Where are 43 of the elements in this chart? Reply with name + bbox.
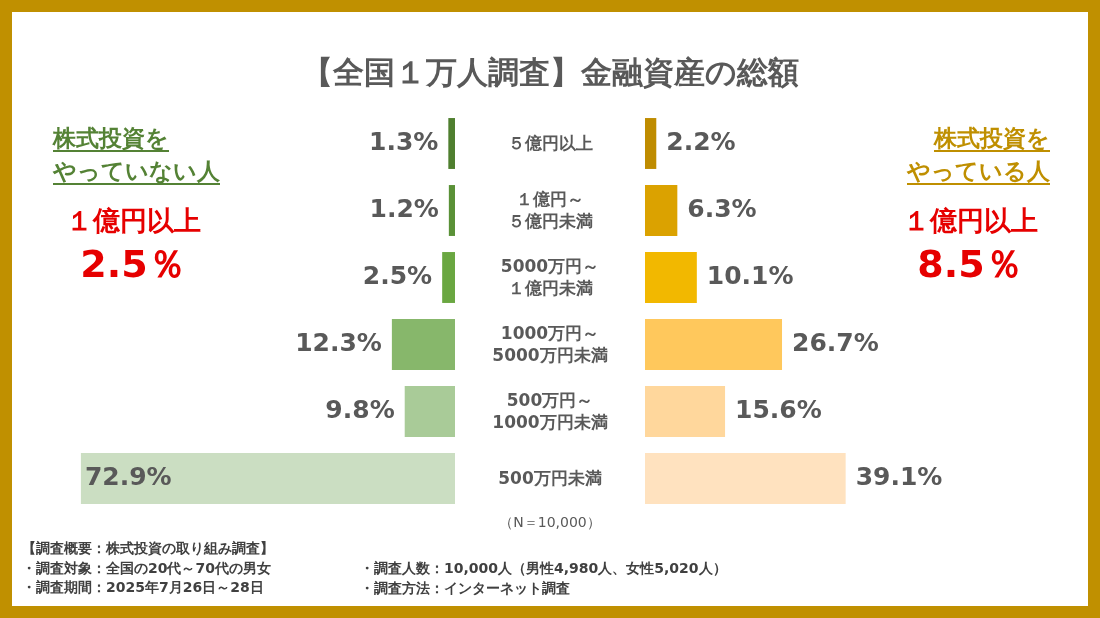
- data-label: 26.7%: [792, 328, 879, 357]
- text: （N＝10,000）: [498, 514, 602, 532]
- text: ・調査対象：全国の20代～70代の男女: [22, 558, 272, 578]
- bar: [448, 185, 455, 236]
- text: １億円以上: [901, 204, 1039, 238]
- bar: [645, 453, 846, 504]
- data-label: 1.2%: [369, 194, 439, 223]
- data-label: 12.3%: [295, 328, 382, 357]
- text: 【全国１万人調査】金融資産の総額: [300, 53, 800, 92]
- text: ・調査方法：インターネット調査: [360, 578, 571, 598]
- y-tick-label: 500万円～1000万円未満: [492, 390, 608, 433]
- data-label: 10.1%: [706, 261, 794, 290]
- bar: [645, 252, 697, 303]
- text: ・調査期間：2025年7月26日～28日: [22, 578, 265, 598]
- bar: [448, 118, 455, 169]
- data-label: 72.9%: [84, 462, 172, 491]
- data-label: 1.3%: [368, 127, 439, 156]
- y-tick-label: 1000万円～5000万円未満: [492, 323, 608, 366]
- text: ・調査人数：10,000人（男性4,980人、女性5,020人）: [360, 559, 727, 578]
- bar: [645, 319, 783, 370]
- data-label: 6.3%: [687, 194, 757, 223]
- bar: [80, 453, 455, 504]
- bar: [442, 252, 455, 303]
- bar: [645, 185, 678, 236]
- y-tick-label: ５億円以上: [507, 132, 593, 155]
- bar: [645, 118, 657, 169]
- text: 株式投資をやっている人: [907, 125, 1050, 185]
- y-tick-label: 500万円未満: [498, 467, 602, 490]
- text: 【調査概要：株式投資の取り組み調査】: [22, 539, 274, 558]
- bar: [404, 386, 455, 437]
- y-tick-label: １億円～５億円未満: [507, 189, 593, 232]
- annotation: 2.5％: [79, 241, 187, 288]
- data-label: 2.5%: [362, 261, 433, 290]
- data-label: 15.6%: [735, 395, 822, 424]
- bar: [645, 386, 726, 437]
- text: 株式投資をやっていない人: [53, 125, 220, 185]
- annotation: １億円以上: [64, 204, 202, 238]
- data-label: 9.8%: [325, 395, 395, 424]
- data-label: 39.1%: [855, 462, 943, 491]
- y-tick-label: 5000万円～１億円未満: [500, 256, 600, 299]
- data-label: 2.2%: [666, 127, 736, 156]
- bar: [391, 319, 455, 370]
- text: 8.5％: [916, 241, 1024, 288]
